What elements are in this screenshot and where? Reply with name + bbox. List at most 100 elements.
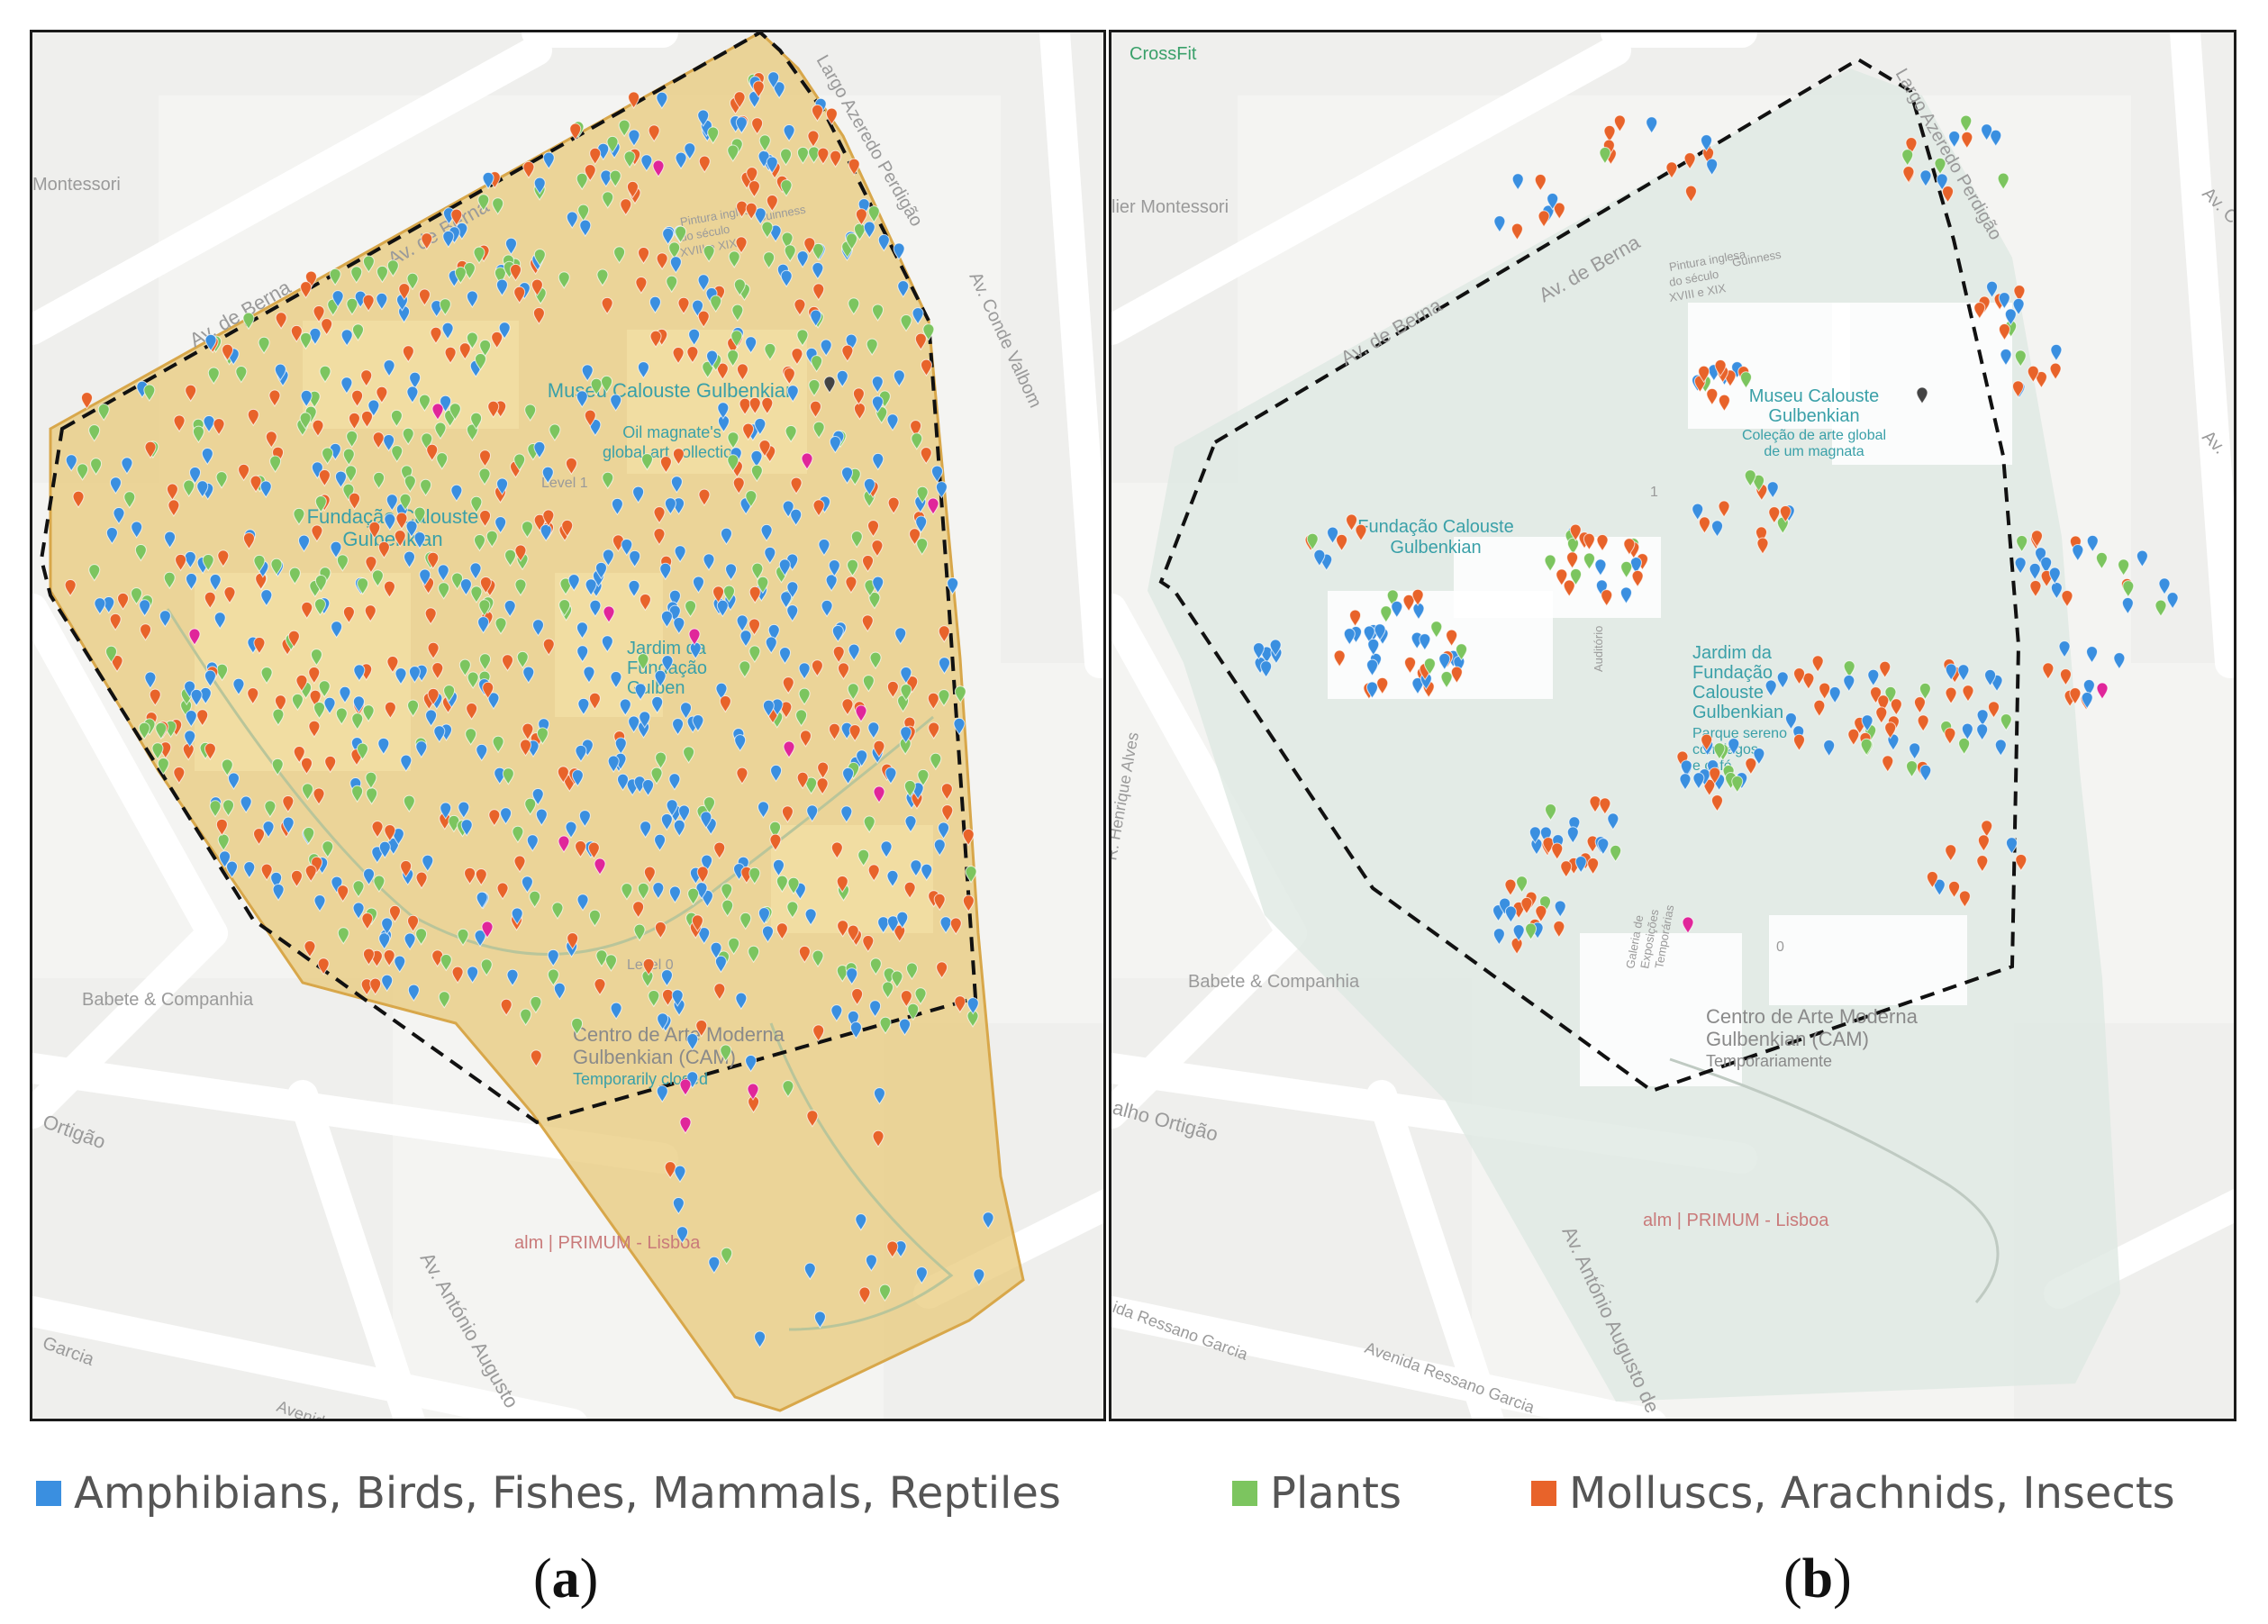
marker-plant [329, 268, 341, 286]
marker-vertebrate [340, 377, 353, 395]
marker-vertebrate [830, 1004, 843, 1022]
marker-plant [728, 250, 740, 268]
place-label: Jardim da [1692, 643, 1773, 663]
marker-invertebrate [1977, 834, 1990, 852]
marker-invertebrate [1847, 728, 1860, 747]
marker-vertebrate [474, 930, 486, 948]
marker-plant [812, 949, 824, 968]
marker-plant [470, 585, 483, 603]
marker-vertebrate [871, 395, 884, 413]
marker-invertebrate [639, 593, 651, 612]
marker-invertebrate [1701, 733, 1713, 752]
marker-other [1682, 916, 1694, 934]
marker-plant [77, 463, 89, 481]
marker-vertebrate [982, 1211, 994, 1229]
marker-vertebrate [863, 477, 875, 496]
legend-label-invertebrates: Molluscs, Arachnids, Insects [1569, 1468, 2175, 1519]
marker-plant [504, 549, 517, 567]
marker-invertebrate [293, 746, 305, 764]
marker-vertebrate [872, 452, 885, 471]
marker-plant [758, 134, 771, 152]
street [287, 1080, 425, 1419]
marker-plant [1744, 469, 1756, 487]
marker-vertebrate [715, 682, 728, 701]
marker-invertebrate [1703, 778, 1716, 797]
marker-plant [336, 554, 349, 572]
garden-path [1669, 1057, 2000, 1303]
marker-vertebrate [652, 882, 665, 900]
marker-vertebrate [628, 579, 640, 598]
marker-invertebrate [748, 180, 760, 198]
marker-plant [438, 582, 450, 600]
marker-vertebrate [1933, 878, 1946, 897]
marker-vertebrate [1607, 812, 1619, 830]
marker-vertebrate [1700, 134, 1712, 152]
marker-invertebrate [812, 499, 825, 517]
marker-vertebrate [1619, 586, 1632, 604]
marker-vertebrate [720, 527, 732, 546]
marker-vertebrate [637, 361, 649, 379]
marker-vertebrate [910, 859, 922, 877]
marker-invertebrate [886, 680, 899, 699]
marker-invertebrate [766, 194, 778, 213]
marker-plant [134, 543, 147, 562]
marker-invertebrate [1998, 322, 2010, 341]
marker-plant [808, 146, 821, 164]
marker-plant [602, 191, 614, 209]
marker-plant [721, 1247, 733, 1266]
marker-vertebrate [660, 812, 673, 831]
marker-plant [478, 467, 491, 485]
marker-plant [351, 323, 364, 341]
marker-invertebrate [816, 777, 829, 795]
marker-vertebrate [660, 610, 673, 629]
marker-vertebrate [213, 612, 226, 630]
marker-plant [609, 169, 621, 188]
marker-vertebrate [897, 280, 910, 298]
marker-vertebrate [880, 840, 893, 858]
marker-plant [687, 887, 700, 906]
marker-invertebrate [168, 499, 180, 517]
marker-plant [917, 768, 930, 787]
marker-invertebrate [274, 694, 286, 712]
marker-vertebrate [767, 71, 780, 89]
marker-vertebrate [675, 151, 687, 170]
marker-vertebrate [783, 124, 795, 142]
marker-plant [900, 684, 912, 702]
marker-plant [288, 567, 301, 585]
marker-invertebrate [1792, 733, 1805, 752]
marker-invertebrate [761, 396, 774, 415]
marker-vertebrate [339, 685, 351, 704]
marker-invertebrate [377, 540, 390, 559]
marker-invertebrate [532, 307, 545, 325]
marker-invertebrate [1802, 672, 1815, 691]
marker-vertebrate [1512, 924, 1525, 942]
marker-vertebrate [668, 589, 681, 608]
marker-plant [558, 271, 570, 289]
marker-plant [787, 876, 800, 895]
marker-vertebrate [642, 778, 655, 797]
marker-plant [1583, 552, 1595, 571]
marker-plant [209, 800, 222, 818]
marker-plant [533, 249, 546, 267]
marker-vertebrate [541, 466, 554, 485]
marker-other [927, 497, 939, 515]
marker-plant [868, 591, 881, 610]
marker-invertebrate [632, 901, 645, 919]
marker-plant [386, 259, 399, 277]
marker-vertebrate [406, 386, 419, 404]
marker-plant [721, 883, 733, 901]
marker-invertebrate [1583, 532, 1595, 551]
marker-plant [1306, 532, 1319, 551]
marker-invertebrate [360, 978, 373, 996]
marker-plant [1525, 922, 1538, 941]
marker-vertebrate [758, 907, 770, 925]
marker-vertebrate [2082, 678, 2095, 697]
marker-vertebrate [651, 695, 664, 714]
marker-vertebrate [1539, 826, 1552, 844]
marker-invertebrate [1684, 185, 1697, 204]
marker-invertebrate [825, 107, 838, 126]
marker-plant [911, 432, 923, 450]
marker-vertebrate [1765, 679, 1777, 697]
marker-invertebrate [1944, 727, 1956, 745]
marker-vertebrate [796, 250, 809, 268]
